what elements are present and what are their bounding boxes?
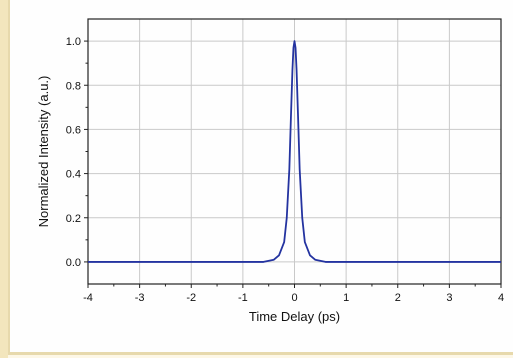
y-tick-label: 0.4	[66, 169, 81, 181]
x-axis-label: Time Delay (ps)	[249, 309, 340, 324]
chart-svg: -4 -3 -2 -1 0 1 2 3 4 0.0 0.2 0.4 0.6 0.8 1.0 Time Del…	[36, 18, 504, 324]
x-tick-label: 4	[498, 292, 504, 304]
y-tick-label: 0.0	[66, 257, 81, 269]
x-tick-label: -1	[238, 292, 248, 304]
x-tick-label: -2	[186, 292, 196, 304]
y-tick-label: 0.6	[66, 124, 81, 136]
axis-ticks	[84, 40, 502, 288]
left-border-strip	[0, 0, 8, 358]
x-tick-label: -4	[83, 292, 93, 304]
y-axis-label: Normalized Intensity (a.u.)	[36, 76, 51, 228]
y-tick-label: 0.2	[66, 213, 81, 225]
grid-lines	[87, 19, 502, 284]
series-line	[88, 40, 501, 263]
y-tick-label: 0.8	[66, 80, 81, 92]
x-tick-label: 2	[395, 292, 401, 304]
chart-panel: -4 -3 -2 -1 0 1 2 3 4 0.0 0.2 0.4 0.6 0.8 1.0 Time Del…	[8, 0, 513, 355]
x-tick-label: -3	[135, 292, 145, 304]
x-tick-label: 1	[343, 292, 349, 304]
x-tick-label: 0	[291, 292, 297, 304]
tick-labels: -4 -3 -2 -1 0 1 2 3 4 0.0 0.2 0.4 0.6 0.8 1.0	[66, 36, 504, 304]
x-tick-label: 3	[446, 292, 452, 304]
y-tick-label: 1.0	[66, 36, 81, 48]
